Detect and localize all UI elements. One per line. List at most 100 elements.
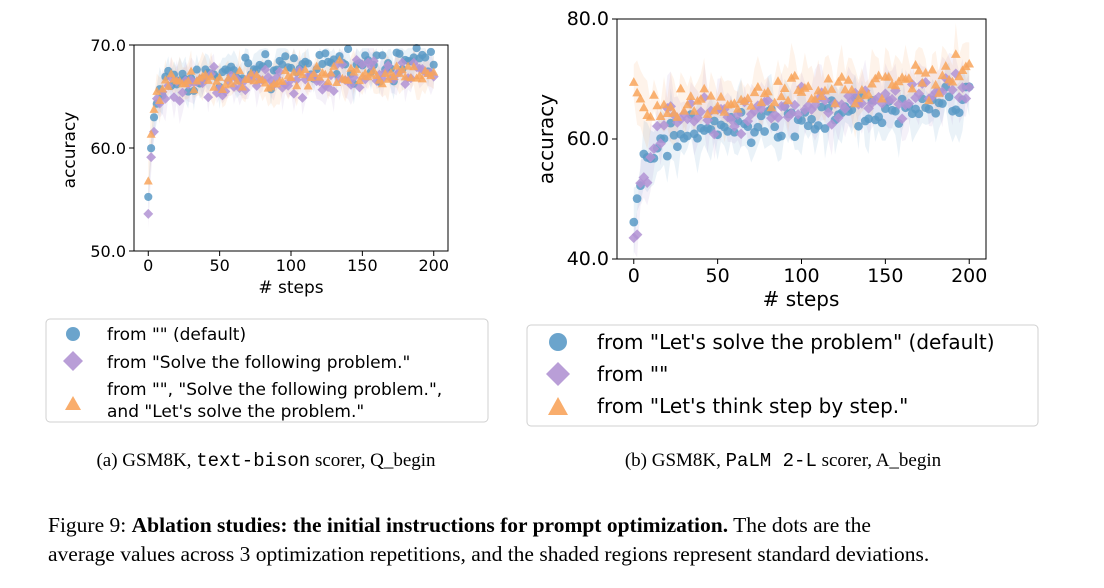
- chart-b-point: [830, 98, 840, 108]
- chart-b-caption-prefix: (b) GSM8K,: [625, 450, 726, 471]
- chart-b-point: [930, 79, 941, 89]
- chart-b-point: [913, 88, 925, 100]
- chart-b-legend-label-1: from "": [597, 362, 668, 386]
- chart-a-point: [203, 92, 214, 103]
- chart-a-point: [328, 86, 339, 97]
- chart-a-caption-suffix: scorer, Q_begin: [310, 450, 436, 471]
- chart-b-point: [792, 109, 804, 120]
- chart-b-point: [708, 128, 720, 140]
- chart-b-point: [846, 84, 857, 94]
- chart-b-point: [682, 113, 693, 125]
- chart-b-point: [823, 73, 834, 83]
- chart-a-caption-code: text-bison: [196, 450, 310, 472]
- chart-b-point: [756, 97, 767, 107]
- chart-a-point: [303, 81, 313, 90]
- chart-b-point: [786, 108, 797, 119]
- chart-b-xtick-label: 0: [628, 265, 640, 287]
- figure-caption-line1: Figure 9: Ablation studies: the initial …: [48, 513, 871, 537]
- chart-b-point: [659, 99, 669, 109]
- chart-b-point: [847, 105, 857, 115]
- chart-a-point: [237, 82, 247, 91]
- chart-a-point: [395, 49, 404, 58]
- chart-b-point: [947, 76, 958, 86]
- chart-a-legend-marker-2: [65, 396, 81, 410]
- chart-a-point: [429, 60, 438, 69]
- chart-a-legend-label-2b: and "Let's solve the problem.": [107, 402, 364, 422]
- chart-b-point: [853, 93, 864, 103]
- chart-b-point: [712, 101, 723, 110]
- chart-b-point: [924, 95, 934, 105]
- chart-b-point: [749, 87, 760, 97]
- chart-b-point: [662, 108, 673, 117]
- chart-a-xtick-label: 0: [143, 256, 153, 275]
- chart-a-ticks: 0 50 100 150 200 50.0 60.0 70.0: [90, 36, 449, 275]
- chart-b-point: [675, 83, 686, 93]
- chart-b-point: [924, 104, 934, 114]
- chart-a-point: [158, 84, 168, 93]
- figure-text1: The dots are the: [728, 513, 871, 537]
- chart-a-point: [421, 53, 430, 62]
- chart-a-point: [163, 81, 173, 90]
- chart-b-xtick-label: 50: [706, 265, 730, 287]
- chart-b-point: [893, 98, 905, 110]
- chart-b-point: [803, 121, 813, 131]
- chart-b-legend-marker-0: [549, 333, 567, 351]
- chart-b-point: [836, 71, 847, 81]
- chart-b-point: [813, 85, 824, 95]
- chart-a-point: [217, 84, 228, 93]
- chart-a-point: [406, 73, 416, 82]
- chart-b-point: [937, 70, 948, 80]
- chart-b-point: [706, 90, 716, 100]
- chart-a-point: [297, 69, 307, 79]
- chart-a-point: [243, 74, 253, 83]
- chart-a-point: [321, 49, 330, 58]
- chart-b-point: [769, 97, 780, 107]
- chart-a-point: [206, 71, 216, 80]
- chart-b-legend: from "Let's solve the problem" (default)…: [526, 324, 1039, 427]
- chart-b-ticks: 0 50 100 150 200 40.0 60.0 80.0: [567, 8, 988, 287]
- chart-a-point: [383, 74, 393, 83]
- chart-b-point: [688, 115, 700, 127]
- chart-a-point: [317, 84, 328, 95]
- chart-b-point: [682, 99, 693, 109]
- chart-a-point: [400, 79, 411, 90]
- chart-b-point: [891, 106, 900, 116]
- chart-b-point: [735, 128, 747, 140]
- chart-a-point: [232, 76, 242, 85]
- chart-b-point: [886, 93, 898, 105]
- chart-a-point: [189, 85, 199, 94]
- chart-b-point: [672, 112, 683, 121]
- chart-a-point: [215, 72, 225, 81]
- chart-a-legend: from "" (default) from "Solve the follow…: [45, 318, 489, 423]
- chart-b-point: [742, 93, 753, 102]
- chart-b-point: [743, 122, 753, 131]
- chart-b-point: [709, 105, 720, 115]
- chart-b-point: [652, 100, 663, 110]
- chart-b: 0 50 100 150 200 40.0 60.0 80.0 # steps accurac…: [526, 8, 1039, 472]
- chart-b-point: [689, 106, 699, 115]
- chart-b-legend-marker-1: [546, 362, 570, 386]
- chart-a-point: [143, 176, 153, 185]
- chart-b-point: [914, 109, 924, 119]
- chart-a-point: [208, 61, 219, 72]
- chart-b-point: [790, 132, 800, 142]
- chart-b-caption-code: PaLM 2-L: [726, 450, 817, 472]
- chart-b-xtick-label: 150: [867, 265, 903, 287]
- chart-b-point: [813, 121, 823, 130]
- chart-a-point: [389, 71, 399, 81]
- chart-b-point: [639, 102, 649, 112]
- chart-b-point: [709, 116, 719, 126]
- chart-a-point: [183, 76, 193, 85]
- chart-a-point: [147, 144, 156, 153]
- chart-a-point: [351, 54, 362, 65]
- chart-b-point: [954, 108, 964, 117]
- chart-b-point: [833, 76, 844, 86]
- chart-a-point: [344, 44, 353, 54]
- chart-b-point: [632, 87, 642, 97]
- chart-b-point: [789, 70, 800, 80]
- chart-a-point: [277, 76, 287, 85]
- chart-b-point: [746, 100, 757, 110]
- chart-b-xtick-label: 100: [783, 265, 819, 287]
- chart-a-point: [144, 192, 153, 201]
- chart-b-ytick-label: 60.0: [567, 128, 609, 150]
